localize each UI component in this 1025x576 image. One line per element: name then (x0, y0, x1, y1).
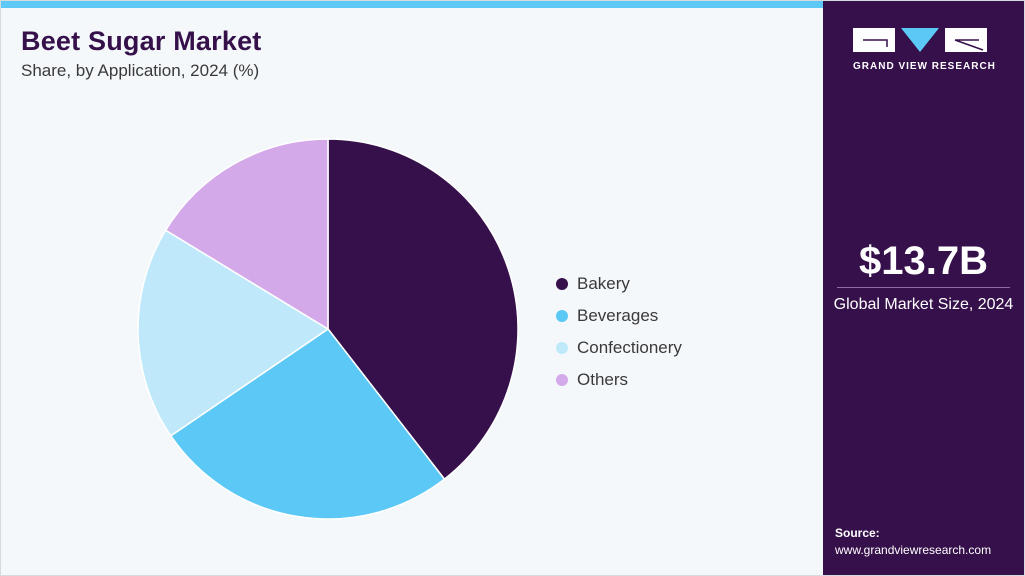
logo-v-icon (899, 28, 941, 52)
logo-r-icon (945, 28, 987, 52)
logo-icon (853, 28, 994, 52)
chart-title: Beet Sugar Market (21, 26, 262, 56)
chart-subtitle: Share, by Application, 2024 (%) (21, 61, 260, 80)
pie-slice-bakery (327, 138, 519, 481)
legend-item-bakery: Bakery (556, 268, 682, 300)
legend-swatch (556, 342, 568, 354)
pie-chart (137, 138, 519, 520)
chart-legend: Bakery Beverages Confectionery Others (556, 268, 682, 396)
pie-slice-beverages (169, 327, 446, 520)
logo-text: GRAND VIEW RESEARCH (853, 61, 996, 72)
legend-label: Beverages (577, 306, 659, 325)
stat-divider (837, 287, 1010, 288)
source-link[interactable]: www.grandviewresearch.com (835, 543, 992, 557)
legend-item-beverages: Beverages (556, 300, 682, 332)
legend-label: Confectionery (577, 338, 682, 357)
legend-item-others: Others (556, 364, 682, 396)
market-size-value: $13.7B (859, 239, 988, 283)
legend-item-confectionery: Confectionery (556, 332, 682, 364)
accent-bar (1, 1, 823, 8)
pie-slice-others (164, 138, 329, 331)
pie-slice-confectionery (137, 229, 330, 437)
source-label: Source: (835, 526, 880, 540)
market-size-label: Global Market Size, 2024 (833, 296, 1014, 313)
legend-swatch (556, 374, 568, 386)
legend-swatch (556, 278, 568, 290)
legend-swatch (556, 310, 568, 322)
legend-label: Bakery (577, 274, 630, 293)
logo-g-icon (853, 28, 895, 52)
brand-logo: GRAND VIEW RESEARCH (853, 28, 996, 72)
legend-label: Others (577, 370, 629, 389)
info-sidebar: GRAND VIEW RESEARCH $13.7B Global Market… (823, 1, 1024, 575)
